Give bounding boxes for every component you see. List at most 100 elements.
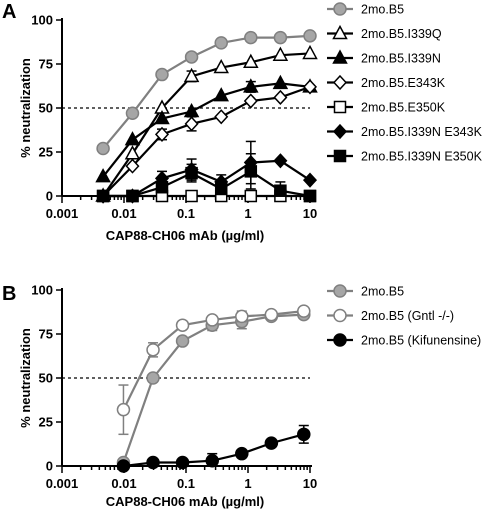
data-point [243, 93, 258, 109]
data-point [303, 29, 317, 43]
series-0 [96, 29, 317, 156]
data-point [125, 158, 140, 174]
data-point [154, 109, 170, 125]
legend-marker [332, 49, 348, 64]
y-tick-label: 75 [39, 327, 53, 342]
panel-a: A 0 25 50 75 100 0.001 0.01 0.1 1 10 % neutraliza… [2, 1, 483, 243]
data-point [264, 436, 279, 450]
data-point [213, 58, 229, 74]
series-0 [116, 307, 311, 470]
plot-area: 0 25 50 75 100 0.001 0.01 0.1 1 10 [31, 283, 317, 492]
data-point [116, 402, 131, 417]
legend-marker [333, 100, 347, 114]
y-tick-label: 50 [39, 371, 53, 386]
data-point [264, 307, 279, 322]
data-point [146, 343, 160, 357]
y-tick-label: 100 [31, 13, 53, 28]
data-point [244, 30, 258, 45]
data-point [214, 36, 228, 50]
legend-item: 2mo.B5.I339N E343K [327, 123, 483, 140]
legend-label: 2mo.B5 (Kifunensine) [361, 334, 481, 348]
data-point [235, 309, 249, 324]
data-point [146, 371, 160, 385]
data-point [302, 172, 318, 188]
y-tick-label: 0 [46, 459, 53, 474]
data-point [155, 180, 169, 194]
data-point [154, 126, 170, 143]
x-tick-label: 0.001 [46, 476, 79, 491]
legend-item: 2mo.B5.I339N [327, 49, 441, 66]
panel-b: B 0 25 50 75 100 0.001 0.01 0.1 1 10 % neutraliza… [2, 283, 481, 510]
data-point [303, 189, 317, 203]
series-1 [95, 44, 318, 202]
data-point [273, 153, 288, 169]
legend-marker [333, 333, 347, 347]
data-point [96, 141, 110, 156]
data-point [273, 89, 288, 106]
data-point [146, 455, 160, 470]
y-tick-label: 25 [39, 145, 53, 160]
y-tick-label: 75 [39, 57, 53, 72]
legend-label: 2mo.B5.I339N E350K [361, 150, 483, 164]
data-point [95, 168, 111, 183]
data-point [185, 189, 198, 203]
plot-area: 0 25 50 75 100 0.001 0.01 0.1 1 10 [31, 13, 318, 221]
data-point [184, 50, 199, 64]
y-tick-label: 25 [39, 415, 53, 430]
data-point [273, 30, 288, 45]
series-6 [96, 153, 317, 203]
legend-marker [333, 2, 347, 16]
data-point [213, 87, 229, 102]
x-tick-label: 0.1 [177, 476, 195, 491]
x-tick-label: 10 [303, 476, 317, 491]
data-point [175, 455, 190, 470]
legend-item: 2mo.B5.E350K [327, 101, 446, 115]
data-point [244, 189, 258, 203]
data-point [244, 165, 258, 178]
y-axis-title: % neutralization [18, 328, 33, 428]
legend-label: 2mo.B5.I339Q [361, 27, 442, 41]
data-point [185, 166, 198, 180]
panel-label: A [2, 1, 16, 23]
data-point [302, 44, 318, 60]
series-2 [116, 424, 311, 473]
legend-marker [333, 284, 347, 298]
data-point [274, 184, 287, 197]
data-point [235, 446, 249, 461]
legend: 2mo.B5 2mo.B5 (Gntl -/-) 2mo.B5 (Kifunensi… [327, 284, 481, 348]
data-point [297, 427, 311, 442]
data-point [302, 79, 318, 95]
legend-item: 2mo.B5.I339N E350K [327, 150, 483, 164]
x-tick-label: 1 [244, 476, 251, 491]
data-point [96, 189, 110, 203]
y-tick-label: 0 [46, 189, 53, 204]
panel-label: B [2, 283, 16, 305]
data-point [214, 109, 229, 125]
x-tick-label: 10 [303, 206, 317, 221]
legend-label: 2mo.B5.I339N [361, 52, 441, 66]
data-point [125, 106, 140, 121]
legend-item: 2mo.B5.I339Q [327, 24, 442, 41]
legend-item: 2mo.B5 (Kifunensine) [327, 333, 481, 348]
data-point [183, 67, 200, 83]
legend: 2mo.B5 2mo.B5.I339Q 2mo.B5.I339N 2mo.B5.E34… [327, 2, 483, 164]
data-point [214, 182, 228, 196]
series-1 [116, 304, 311, 436]
y-tick-label: 50 [39, 101, 53, 116]
data-point [243, 53, 259, 68]
legend-item: 2mo.B5.E343K [327, 74, 446, 91]
legend-label: 2mo.B5.E350K [361, 101, 446, 115]
series-2 [95, 74, 318, 183]
data-point [297, 304, 311, 318]
data-point [205, 453, 219, 468]
legend-label: 2mo.B5 [361, 3, 404, 17]
data-point [183, 102, 200, 118]
series-3 [96, 79, 318, 204]
y-tick-label: 100 [31, 283, 53, 298]
x-tick-label: 1 [244, 206, 251, 221]
data-point [184, 116, 199, 132]
data-point [272, 46, 289, 61]
data-point [175, 334, 190, 348]
x-tick-label: 0.1 [177, 206, 195, 221]
